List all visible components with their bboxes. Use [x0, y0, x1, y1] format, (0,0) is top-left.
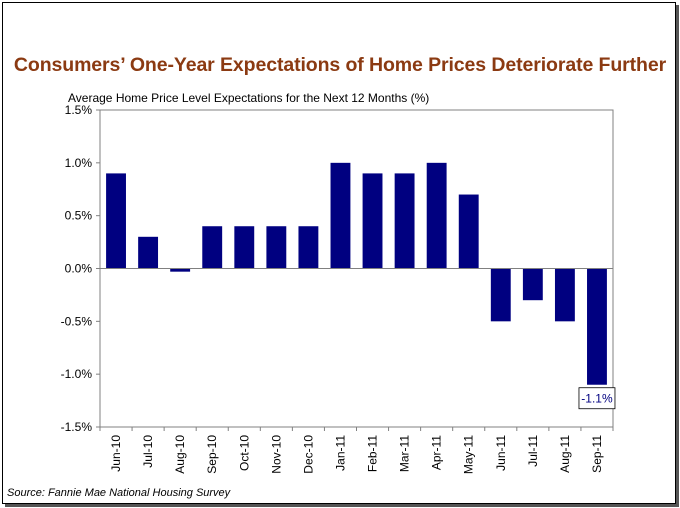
- bar: [330, 162, 351, 269]
- y-tick-label: -0.5%: [61, 314, 93, 328]
- x-tick-label: Jan-11: [333, 435, 347, 471]
- x-tick-label: Oct-10: [237, 435, 251, 471]
- bar: [458, 194, 479, 269]
- bar: [202, 226, 223, 269]
- x-tick-label: Apr-11: [430, 435, 444, 470]
- data-label: -1.1%: [581, 392, 613, 406]
- bar: [490, 268, 511, 322]
- bar: [170, 268, 191, 272]
- x-tick-label: Jun-10: [109, 435, 123, 472]
- x-tick-label: Aug-10: [173, 435, 187, 474]
- bar: [362, 173, 383, 269]
- x-tick-label: Sep-10: [205, 435, 219, 474]
- x-tick-label: Dec-10: [301, 435, 315, 474]
- bar: [522, 268, 543, 301]
- y-tick-label: -1.5%: [61, 420, 93, 434]
- y-tick-label: -1.0%: [61, 367, 93, 381]
- y-tick-label: 1.5%: [65, 103, 93, 117]
- x-tick-label: Jun-11: [494, 435, 508, 471]
- source-note: Source: Fannie Mae National Housing Surv…: [7, 487, 231, 499]
- slide-title: Consumers’ One-Year Expectations of Home…: [13, 54, 667, 76]
- y-tick-label: 1.0%: [65, 156, 93, 170]
- x-tick-label: Feb-11: [366, 435, 380, 472]
- x-tick-label: Nov-10: [269, 435, 283, 474]
- bar: [587, 268, 607, 385]
- x-tick-label: Jul-10: [141, 435, 155, 468]
- x-tick-label: Aug-11: [558, 435, 572, 473]
- y-tick-label: 0.5%: [65, 209, 93, 223]
- bar: [426, 162, 447, 269]
- x-tick-label: Mar-11: [398, 435, 412, 472]
- y-tick-label: 0.0%: [65, 262, 93, 276]
- chart-subtitle: Average Home Price Level Expectations fo…: [68, 91, 430, 105]
- data-label-box: [578, 387, 616, 410]
- bar: [394, 173, 415, 269]
- bar: [106, 173, 126, 269]
- bar: [234, 226, 255, 269]
- bar: [298, 226, 319, 269]
- bar: [138, 236, 159, 269]
- x-tick-label: May-11: [462, 435, 476, 474]
- x-tick-label: Sep-11: [590, 435, 604, 473]
- bar: [554, 268, 575, 322]
- x-tick-label: Jul-11: [526, 435, 540, 467]
- bar: [266, 226, 287, 269]
